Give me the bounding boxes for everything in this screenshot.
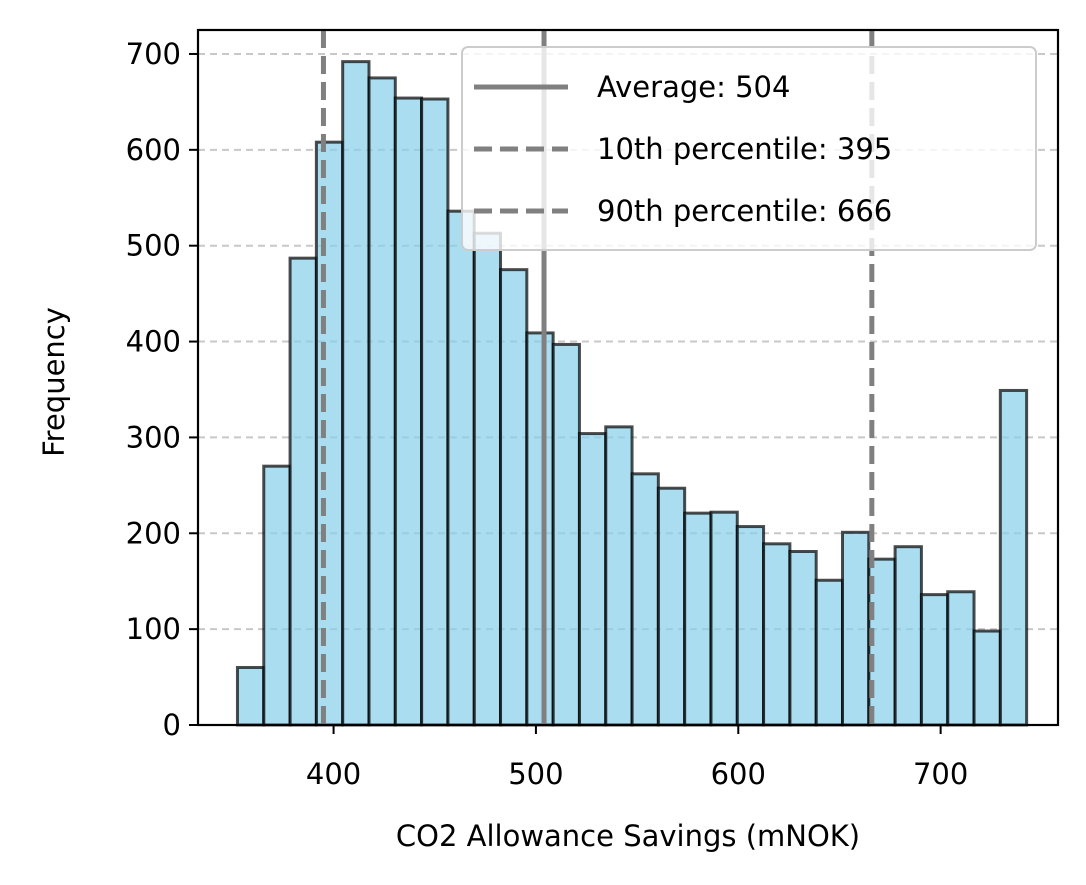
histogram-bar [919, 593, 950, 727]
histogram-bar [683, 511, 713, 727]
y-axis-label: Frequency [37, 307, 71, 457]
histogram-bar [472, 231, 503, 727]
histogram-bar [446, 209, 476, 727]
histogram-bar [972, 629, 1002, 727]
y-tick-label: 600 [126, 133, 181, 167]
histogram-bar [525, 331, 555, 727]
histogram-bar [314, 140, 345, 727]
histogram-bar [551, 342, 581, 727]
legend: Average: 504 10th percentile: 395 90th per… [461, 46, 1037, 251]
y-tick-label: 100 [126, 612, 181, 646]
x-tick-label: 700 [913, 757, 968, 791]
legend-label: 10th percentile: 395 [597, 132, 892, 166]
y-tick-label: 200 [126, 516, 181, 550]
histogram-bar [998, 388, 1029, 727]
legend-label: 90th percentile: 666 [597, 194, 892, 228]
y-tick-label: 700 [126, 37, 181, 71]
histogram-bar [499, 268, 529, 727]
plot-frame [196, 28, 1060, 727]
histogram-bars [235, 60, 1029, 727]
histogram-bar [420, 97, 450, 727]
histogram-bar [393, 96, 424, 727]
histogram-bar [288, 256, 318, 727]
histogram-bar [735, 525, 766, 727]
histogram-bar [656, 486, 687, 727]
histogram-bar [946, 590, 976, 727]
y-axis-ticks: 0 100 200 300 400 500 600 700 [126, 37, 198, 742]
histogram-bar [814, 578, 844, 727]
y-tick-label: 300 [126, 420, 181, 454]
legend-box [461, 46, 1037, 251]
histogram-bar [262, 464, 292, 727]
histogram-bar [709, 510, 739, 727]
y-tick-label: 400 [126, 325, 181, 359]
legend-label: Average: 504 [597, 70, 790, 104]
histogram-bar [367, 76, 397, 727]
histogram-bar [235, 665, 266, 727]
y-tick-label: 0 [163, 708, 181, 742]
x-axis-label: CO2 Allowance Savings (mNOK) [396, 819, 860, 853]
x-tick-label: 600 [711, 757, 766, 791]
histogram-bar [577, 432, 608, 727]
histogram-bar [341, 60, 371, 727]
x-axis-ticks: 400 500 600 700 [306, 725, 968, 791]
histogram-bar [604, 425, 634, 727]
histogram-bar [788, 549, 818, 727]
y-tick-label: 500 [126, 229, 181, 263]
histogram-bar [630, 472, 660, 727]
x-tick-label: 400 [306, 757, 361, 791]
histogram-bar [762, 542, 792, 727]
histogram-bar [840, 530, 871, 727]
x-tick-label: 500 [508, 757, 563, 791]
histogram-bar [893, 545, 923, 727]
